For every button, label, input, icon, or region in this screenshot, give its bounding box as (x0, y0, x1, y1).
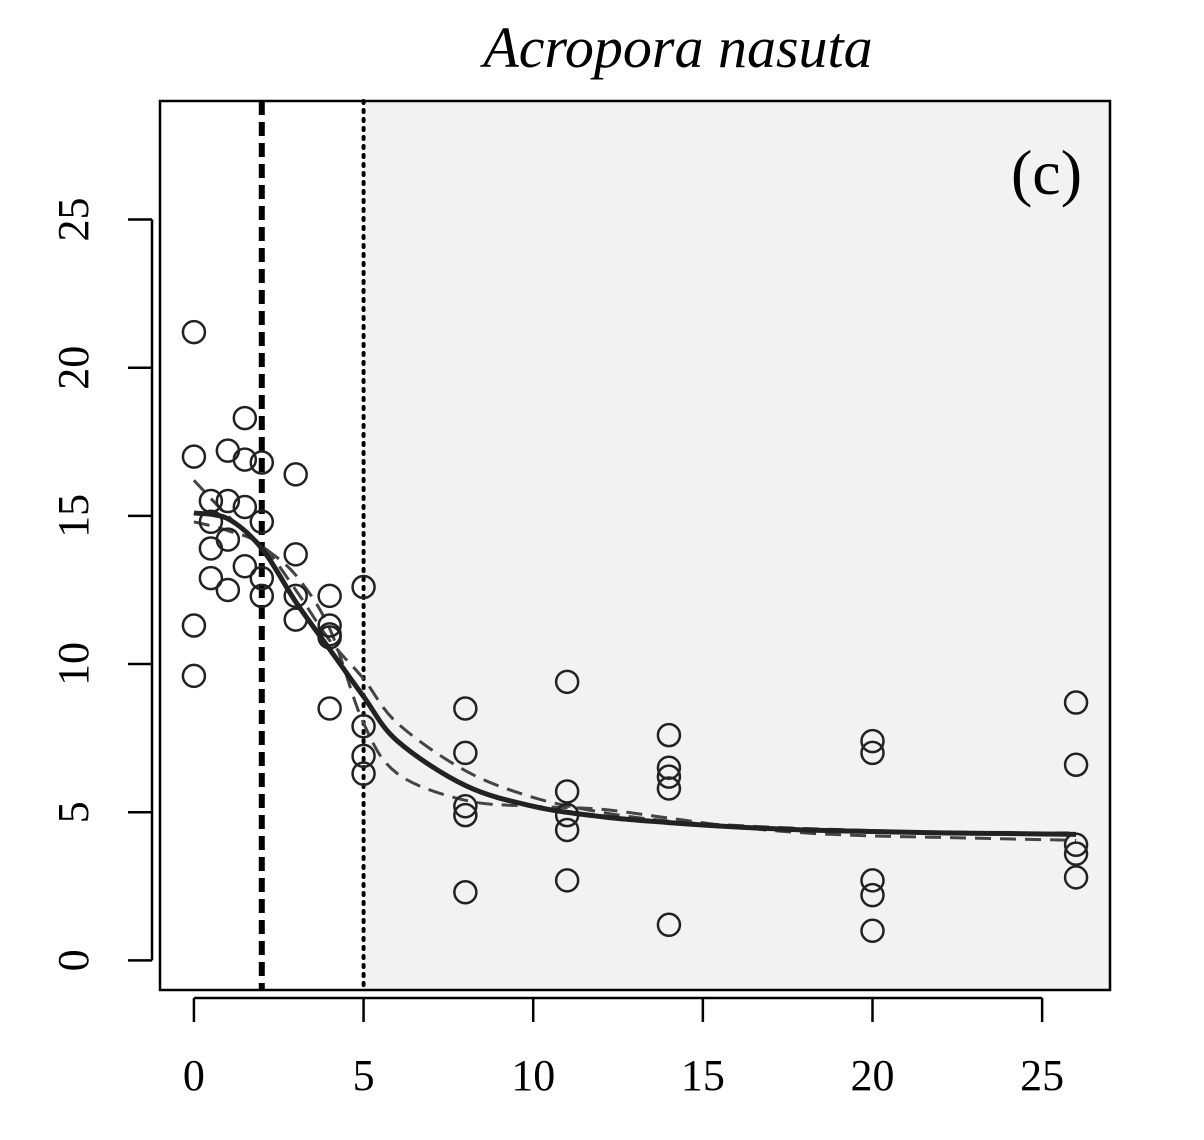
data-point (181, 319, 207, 345)
y-tick-label: 20 (49, 346, 98, 390)
chart-title: Acropora nasuta (479, 15, 872, 80)
data-point (554, 669, 580, 695)
data-point (283, 462, 308, 487)
shaded-region (363, 101, 1111, 990)
data-point (656, 722, 682, 748)
data-point (656, 776, 682, 801)
data-point (215, 527, 241, 552)
x-axis: 0 5 10 15 20 25 (183, 996, 1064, 1100)
data-point (656, 755, 682, 780)
data-point (351, 574, 376, 600)
data-point (554, 802, 580, 828)
data-point (249, 450, 275, 475)
data-point (249, 583, 275, 609)
data-points (181, 319, 1089, 943)
x-tick-label: 10 (511, 1051, 555, 1100)
data-point (283, 607, 308, 632)
data-point (860, 740, 885, 766)
data-point (198, 565, 224, 591)
reference-lines (258, 99, 366, 992)
x-tick-label: 15 (681, 1051, 725, 1100)
data-point (283, 583, 308, 609)
fit-curve-solid (193, 510, 1077, 837)
x-tick-label: 5 (353, 1051, 375, 1100)
data-point (215, 438, 241, 463)
data-point (198, 488, 224, 514)
data-point (554, 868, 580, 893)
data-point (860, 868, 885, 893)
data-point (317, 613, 342, 638)
data-point (453, 740, 478, 766)
data-point (317, 625, 342, 650)
data-point (232, 494, 258, 520)
data-point (1063, 865, 1089, 890)
panel-label: (c) (1011, 137, 1082, 208)
y-tick-label: 5 (49, 801, 98, 823)
data-point (232, 405, 258, 431)
data-point (656, 764, 682, 789)
data-point (198, 509, 224, 535)
data-point (232, 553, 258, 579)
plot-border (158, 99, 1112, 992)
data-point (351, 761, 376, 786)
y-axis: 0 5 10 15 20 25 (49, 198, 154, 971)
fit-curve-dashed (193, 520, 1077, 835)
data-point (453, 879, 478, 905)
data-point (860, 728, 885, 754)
data-point (249, 565, 275, 591)
data-point (453, 696, 478, 721)
data-point (215, 577, 241, 603)
data-point (554, 779, 580, 804)
data-point (351, 714, 376, 739)
data-point (1063, 841, 1089, 866)
data-point (249, 509, 275, 535)
data-point (351, 743, 376, 769)
data-point (232, 447, 258, 472)
data-point (181, 663, 207, 689)
data-point (453, 802, 478, 828)
x-tick-label: 0 (183, 1051, 205, 1100)
y-tick-label: 0 (49, 949, 98, 971)
data-point (215, 488, 241, 514)
data-point (317, 696, 342, 721)
data-point (554, 817, 580, 843)
data-point (181, 613, 207, 638)
y-tick-label: 10 (49, 642, 98, 686)
data-point (453, 794, 478, 819)
data-point (283, 542, 308, 567)
plot-frame (158, 99, 1112, 992)
data-point (860, 882, 885, 908)
plot-background (363, 101, 1111, 990)
x-tick-label: 25 (1020, 1051, 1064, 1100)
data-point (198, 536, 224, 561)
data-point (656, 912, 682, 938)
y-tick-label: 25 (49, 198, 98, 242)
y-tick-label: 15 (49, 494, 98, 538)
data-point (860, 918, 885, 943)
data-point (1063, 832, 1089, 858)
data-point (317, 583, 342, 609)
data-point (1063, 752, 1089, 778)
data-point (181, 444, 207, 469)
x-tick-label: 20 (851, 1051, 895, 1100)
data-point (1063, 690, 1089, 715)
fit-curves (192, 479, 1077, 842)
